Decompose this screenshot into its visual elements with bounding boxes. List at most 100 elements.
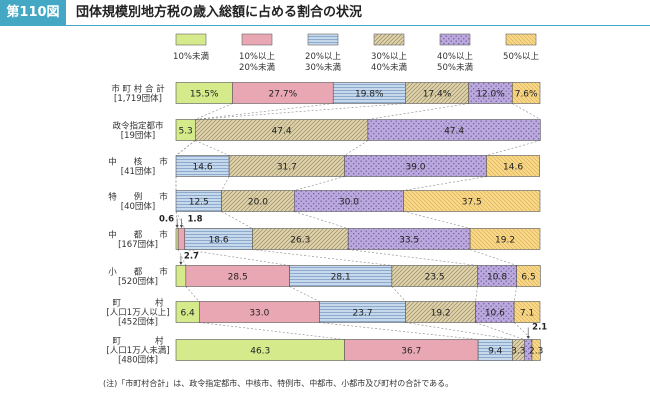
callout-arrowhead (526, 336, 530, 339)
connector-line (195, 103, 334, 120)
connector-line (195, 103, 406, 120)
legend-label: 50%未満 (437, 62, 473, 73)
figure-title: 団体規模別地方税の歳入総額に占める割合の状況 (76, 5, 363, 20)
connector-line (513, 286, 517, 302)
connector-line (348, 249, 478, 266)
legend-label: 20%以上 (305, 52, 341, 62)
data-label: 15.5% (190, 90, 219, 100)
row-label: [41団体] (121, 166, 155, 177)
connector-line (344, 140, 368, 156)
legend-label: 10%以上 (239, 52, 275, 62)
legend-label: 10%未満 (173, 51, 209, 62)
connector-line (252, 249, 392, 266)
callout-arrowhead (175, 225, 179, 228)
data-label: 17.4% (423, 90, 452, 100)
data-label: 37.5 (462, 198, 482, 208)
data-label: 23.7 (353, 309, 373, 319)
bar-segment (367, 119, 541, 141)
data-label: 36.7 (401, 347, 421, 357)
connector-line (177, 249, 187, 266)
data-label: 33.5 (399, 236, 419, 246)
data-label: 31.7 (277, 163, 297, 173)
data-label: 30.0 (339, 198, 359, 208)
legend-swatch (439, 33, 471, 46)
legend-label: 40%以上 (437, 52, 473, 62)
connector-line (475, 286, 478, 302)
data-label: 2.3 (529, 347, 543, 357)
data-label: 10.8 (487, 273, 507, 283)
connector-line (289, 286, 320, 302)
footnote: (注)「市町村合計」は、政令指定都市、中核市、特例市、中都市、小都市及び町村の合… (103, 379, 454, 388)
connector-line (195, 103, 233, 120)
row-label: 町 村 (112, 298, 164, 309)
data-label: 9.4 (488, 347, 503, 357)
data-label: 33.0 (249, 309, 269, 319)
legend-swatch (307, 33, 339, 46)
legend-label: 20%未満 (239, 62, 275, 73)
data-label: 6.5 (521, 273, 535, 283)
connector-line (184, 249, 290, 266)
bar-segment (177, 228, 186, 250)
legend-label: 30%以上 (371, 52, 407, 62)
data-label: 7.6% (515, 90, 538, 100)
data-label: 47.4 (272, 127, 292, 137)
data-label: 3.3 (511, 347, 525, 357)
connector-line (319, 322, 479, 340)
bar-segment (175, 228, 179, 250)
connector-line (175, 140, 196, 156)
connector-line (199, 322, 345, 340)
connector-line (513, 322, 533, 340)
row-label: 中 核 市 (108, 156, 168, 167)
bar-segment (513, 301, 541, 323)
bar-segment (516, 265, 541, 287)
data-label: 12.5 (189, 198, 209, 208)
data-label: 19.8% (355, 90, 384, 100)
callout-arrowhead (179, 225, 184, 228)
connector-line (403, 176, 487, 191)
data-label: 27.7% (269, 90, 298, 100)
connector-line (195, 140, 230, 156)
row-label: [520団体] (118, 276, 158, 287)
figure-header: 第110図 団体規模別地方税の歳入総額に占める割合の状況 (0, 0, 650, 26)
connector-line (391, 286, 406, 302)
data-label: 7.1 (520, 309, 534, 319)
bar-segment (403, 190, 541, 212)
row-label: [480団体] (118, 355, 158, 366)
bar-segment (486, 155, 540, 177)
bar-segment (531, 339, 541, 361)
connector-line (294, 176, 345, 191)
connector-line (486, 140, 541, 156)
figure-number-badge: 第110図 (0, 0, 66, 26)
legend-swatch (373, 33, 405, 46)
legend-swatch (175, 33, 207, 46)
connector-line (470, 249, 517, 266)
connector-line (185, 286, 200, 302)
callout-arrowhead (179, 262, 183, 265)
row-label: 町 村 (112, 336, 164, 347)
callout-label: 0.6 (159, 215, 174, 225)
data-label: 26.3 (290, 236, 310, 246)
row-label: [452団体] (118, 317, 158, 328)
data-label: 20.0 (248, 198, 268, 208)
row-label: [19団体] (121, 130, 155, 141)
row-label: [1,719団体] (114, 93, 162, 104)
data-label: 19.2 (495, 236, 515, 246)
row-label: [167団体] (118, 239, 158, 250)
data-label: 46.3 (250, 347, 270, 357)
callout-label: 2.1 (532, 323, 547, 333)
data-label: 28.5 (228, 273, 248, 283)
connector-line (405, 322, 513, 340)
connector-line (294, 211, 349, 229)
data-label: 47.4 (444, 127, 464, 137)
row-label: [人口1万人未満] (106, 345, 169, 356)
bar-segment (175, 265, 187, 287)
callout-label: 1.8 (187, 215, 202, 225)
header-rule (66, 25, 650, 26)
legend-label: 50%以上 (503, 52, 539, 62)
legend-label: 30%未満 (305, 62, 341, 73)
data-label: 14.6 (193, 163, 213, 173)
connector-line (221, 176, 230, 191)
legend-label: 40%未満 (371, 62, 407, 73)
connector-line (175, 211, 186, 229)
legend-swatch (241, 33, 273, 46)
